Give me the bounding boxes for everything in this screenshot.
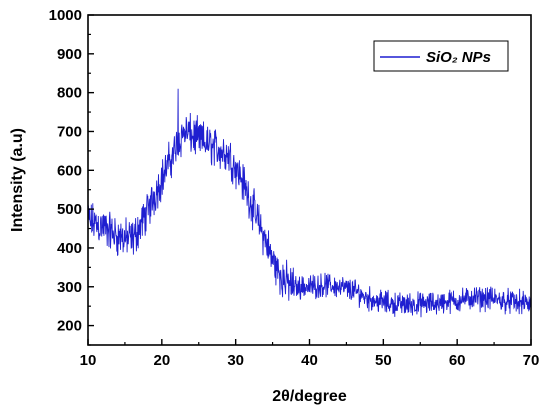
y-tick-label: 300 xyxy=(57,279,82,296)
y-tick-label: 1000 xyxy=(49,7,82,24)
x-tick-label: 60 xyxy=(449,352,466,369)
x-tick-label: 70 xyxy=(523,352,540,369)
y-tick-label: 400 xyxy=(57,240,82,257)
y-tick-label: 500 xyxy=(57,201,82,218)
y-tick-label: 900 xyxy=(57,46,82,63)
y-tick-label: 200 xyxy=(57,318,82,335)
legend-entry-sio2-nps: SiO₂ NPs xyxy=(426,49,491,66)
y-tick-label: 600 xyxy=(57,162,82,179)
ticks-layer: 10 20 30 40 50 60 70 200 300 400 500 600 700 800 900 10… xyxy=(49,7,540,369)
x-tick-label: 30 xyxy=(227,352,244,369)
legend: SiO₂ NPs xyxy=(373,40,509,72)
series-line-sio2-nps xyxy=(87,88,532,318)
y-tick-label: 700 xyxy=(57,123,82,140)
data-layer xyxy=(87,88,532,318)
x-tick-label: 40 xyxy=(301,352,318,369)
x-tick-label: 10 xyxy=(80,352,97,369)
y-axis-label: Intensity (a.u) xyxy=(9,128,26,232)
x-tick-label: 20 xyxy=(153,352,170,369)
legend-box xyxy=(373,40,509,72)
x-axis-label: 2θ/degree xyxy=(272,388,347,405)
x-tick-label: 50 xyxy=(375,352,392,369)
y-tick-label: 800 xyxy=(57,85,82,102)
